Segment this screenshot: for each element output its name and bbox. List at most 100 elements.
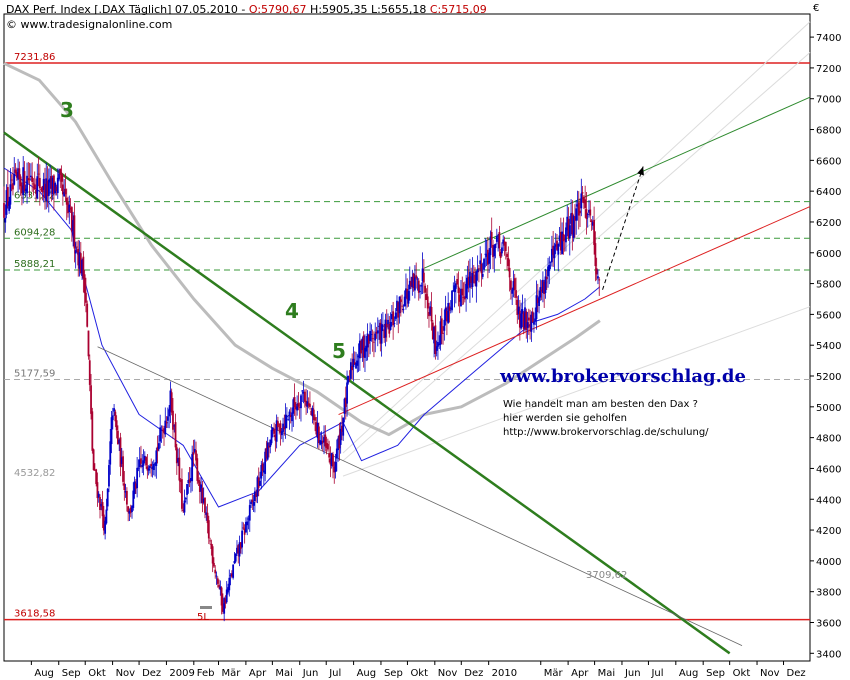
candle-body xyxy=(96,482,99,499)
candle-body xyxy=(542,279,544,293)
x-tick-label: Mai xyxy=(275,668,293,679)
candle-body xyxy=(598,279,601,281)
candle-body xyxy=(285,415,288,418)
candle-body xyxy=(271,427,274,432)
candle-body xyxy=(337,438,339,451)
x-tick-label: 2010 xyxy=(492,668,517,679)
candle-body xyxy=(210,543,213,550)
candle-body xyxy=(325,443,328,448)
candle-body xyxy=(319,440,322,445)
candle-body xyxy=(68,204,71,213)
candle-body xyxy=(145,457,147,466)
candle-body xyxy=(179,480,182,482)
candle-body xyxy=(187,480,190,484)
candle-body xyxy=(428,312,430,317)
candle-body xyxy=(579,210,581,214)
candle-body xyxy=(531,311,534,322)
candle-body xyxy=(166,416,169,421)
trendline-lower-channel xyxy=(97,346,743,646)
y-tick-label: 6000 xyxy=(816,249,841,260)
candle-body xyxy=(292,399,295,414)
candle-body xyxy=(122,456,124,482)
candle-body xyxy=(378,325,380,327)
candle-body xyxy=(545,276,548,280)
candle-body xyxy=(526,322,529,328)
candle-body xyxy=(328,453,331,458)
candle-body xyxy=(214,569,217,574)
x-tick-label: Sep xyxy=(384,668,403,679)
candle-body xyxy=(14,169,17,173)
candle-body xyxy=(387,319,389,325)
candle-body xyxy=(265,447,268,459)
wave-5l-marker xyxy=(200,606,212,609)
candle-body xyxy=(165,422,168,424)
candle-body xyxy=(379,322,382,344)
candle-body xyxy=(37,173,40,175)
candle-body xyxy=(593,219,596,245)
candle-body xyxy=(431,322,434,340)
candle-body xyxy=(204,497,206,513)
y-tick-label: 3600 xyxy=(816,618,841,629)
candle-body xyxy=(458,294,461,302)
candle-body xyxy=(247,518,250,520)
candle-body xyxy=(369,331,371,342)
candle-body xyxy=(5,190,8,215)
y-tick-label: 3400 xyxy=(816,649,841,660)
candle-body xyxy=(447,303,450,323)
candle-body xyxy=(349,362,352,379)
candle-body xyxy=(493,245,496,257)
candle-body xyxy=(483,258,485,270)
ma-slow-line xyxy=(3,61,601,437)
candle-body xyxy=(92,449,95,471)
candle-body xyxy=(142,460,145,466)
candle-body xyxy=(253,491,256,502)
candle-body xyxy=(174,422,177,448)
candle-body xyxy=(70,207,73,232)
candle-body xyxy=(456,279,459,285)
brand-link[interactable]: www.brokervorschlag.de xyxy=(499,366,746,387)
candle-body xyxy=(525,311,528,330)
candle-body xyxy=(465,283,468,299)
candle-body xyxy=(44,183,46,198)
candle-body xyxy=(205,512,208,515)
candle-body xyxy=(419,291,421,292)
x-tick-label: Jul xyxy=(650,668,663,679)
note-line-3[interactable]: http://www.brokervorschlag.de/schulung/ xyxy=(503,427,709,438)
candle-body xyxy=(188,479,191,483)
candle-body xyxy=(172,410,174,430)
candle-body xyxy=(90,385,92,414)
candle-body xyxy=(200,484,203,492)
candle-body xyxy=(46,180,49,197)
candle-body xyxy=(581,192,584,194)
candle-body xyxy=(412,273,415,289)
candle-body xyxy=(106,488,109,507)
x-tick-label: Mai xyxy=(598,668,616,679)
candle-body xyxy=(287,419,290,421)
candle-body xyxy=(102,514,105,531)
y-tick-label: 6600 xyxy=(816,156,841,167)
candle-body xyxy=(47,179,50,196)
candle-body xyxy=(339,428,342,445)
level-label: 5177,59 xyxy=(14,368,55,379)
y-tick-label: 5000 xyxy=(816,403,841,414)
candle-body xyxy=(260,465,263,479)
candle-body xyxy=(530,314,533,332)
candle-body xyxy=(177,458,179,463)
candle-body xyxy=(35,189,37,194)
candle-body xyxy=(536,298,539,303)
candle-body xyxy=(79,253,82,274)
candle-body xyxy=(510,280,512,290)
candle-body xyxy=(397,302,400,318)
candle-body xyxy=(420,285,423,287)
y-tick-label: 5800 xyxy=(816,280,841,291)
candle-body xyxy=(513,278,516,290)
candle-body xyxy=(389,322,392,330)
candle-body xyxy=(548,264,551,272)
candle-body xyxy=(88,360,91,385)
candle-body xyxy=(489,236,492,256)
x-tick-label: Aug xyxy=(34,668,54,679)
candle-body xyxy=(81,260,83,276)
candle-body xyxy=(82,256,85,279)
candle-body xyxy=(289,415,292,418)
candle-body xyxy=(55,186,58,192)
